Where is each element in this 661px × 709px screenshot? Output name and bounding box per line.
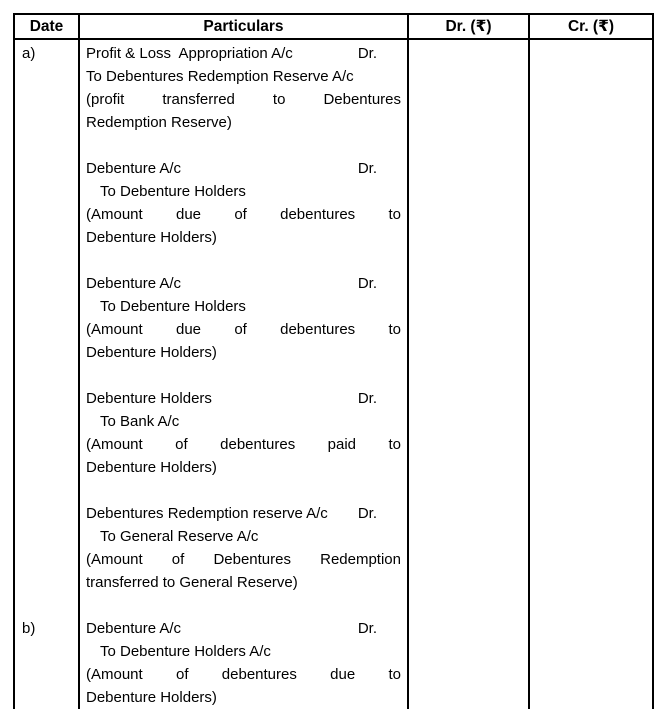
- narration-line: Redemption Reserve): [86, 114, 232, 131]
- dr-marker: Dr.: [357, 620, 377, 637]
- debit-account: Debentures Redemption reserve A/c: [86, 505, 328, 522]
- narration-line: Debenture Holders): [86, 344, 217, 361]
- debit-line: Debenture A/c Dr.: [86, 272, 401, 295]
- col-header-dr: Dr. (₹): [409, 15, 530, 40]
- debit-account: Debenture A/c: [86, 275, 182, 292]
- journal-entry: Debenture A/c Dr. To Debenture Holders (…: [86, 272, 401, 364]
- debit-line: Debenture A/c Dr.: [86, 617, 401, 640]
- journal-table: Date Particulars Dr. (₹) Cr. (₹) a) Prof…: [13, 13, 654, 709]
- narration-line: (Amount due of debentures to: [86, 321, 401, 338]
- journal-entry: Profit & Loss Appropriation A/c Dr. To D…: [86, 42, 401, 134]
- particulars-cell-a: Profit & Loss Appropriation A/c Dr. To D…: [80, 40, 409, 615]
- debit-line: Profit & Loss Appropriation A/c Dr.: [86, 42, 401, 65]
- col-header-cr: Cr. (₹): [530, 15, 652, 40]
- row-label-a: a): [22, 45, 36, 62]
- col-header-date: Date: [15, 15, 80, 40]
- narration-line: transferred to General Reserve): [86, 574, 298, 591]
- debit-account: Debenture A/c: [86, 620, 182, 637]
- narration-line: (Amount due of debentures to: [86, 206, 401, 223]
- dr-marker: Dr.: [357, 390, 377, 407]
- col-header-particulars: Particulars: [80, 15, 409, 40]
- dr-amount-cell-a: [409, 40, 530, 615]
- narration-line: Debenture Holders): [86, 459, 217, 476]
- dr-marker: Dr.: [357, 160, 377, 177]
- credit-line: To Debenture Holders: [100, 298, 246, 315]
- debit-account: Debenture Holders: [86, 390, 212, 407]
- dr-marker: Dr.: [357, 275, 377, 292]
- debit-account: Profit & Loss Appropriation A/c: [86, 45, 293, 62]
- dr-marker: Dr.: [357, 45, 377, 62]
- debit-account: Debenture A/c: [86, 160, 182, 177]
- cr-amount-cell-a: [530, 40, 652, 615]
- narration-line: (Amount of Debentures Redemption: [86, 551, 401, 568]
- row-label-b: b): [22, 620, 36, 637]
- journal-entry: Debenture A/c Dr. To Debenture Holders A…: [86, 617, 401, 709]
- dr-amount-cell-b: [409, 615, 530, 709]
- narration-line: (Amount of debentures paid to: [86, 436, 401, 453]
- journal-entry: Debenture A/c Dr. To Debenture Holders (…: [86, 157, 401, 249]
- credit-line: To Debenture Holders: [100, 183, 246, 200]
- date-cell-a: a): [15, 40, 80, 615]
- credit-line: To Debentures Redemption Reserve A/c: [86, 68, 354, 85]
- journal-entry: Debenture Holders Dr. To Bank A/c (Amoun…: [86, 387, 401, 479]
- credit-line: To Debenture Holders A/c: [100, 643, 271, 660]
- cr-amount-cell-b: [530, 615, 652, 709]
- dr-marker: Dr.: [357, 505, 377, 522]
- narration-line: Debenture Holders): [86, 229, 217, 246]
- narration-line: Debenture Holders): [86, 689, 217, 706]
- debit-line: Debenture Holders Dr.: [86, 387, 401, 410]
- debit-line: Debentures Redemption reserve A/c Dr.: [86, 502, 401, 525]
- credit-line: To Bank A/c: [100, 413, 180, 430]
- particulars-cell-b: Debenture A/c Dr. To Debenture Holders A…: [80, 615, 409, 709]
- journal-entry: Debentures Redemption reserve A/c Dr. To…: [86, 502, 401, 594]
- narration-line: (profit transferred to Debentures: [86, 91, 401, 108]
- debit-line: Debenture A/c Dr.: [86, 157, 401, 180]
- credit-line: To General Reserve A/c: [100, 528, 259, 545]
- date-cell-b: b): [15, 615, 80, 709]
- narration-line: (Amount of debentures due to: [86, 666, 401, 683]
